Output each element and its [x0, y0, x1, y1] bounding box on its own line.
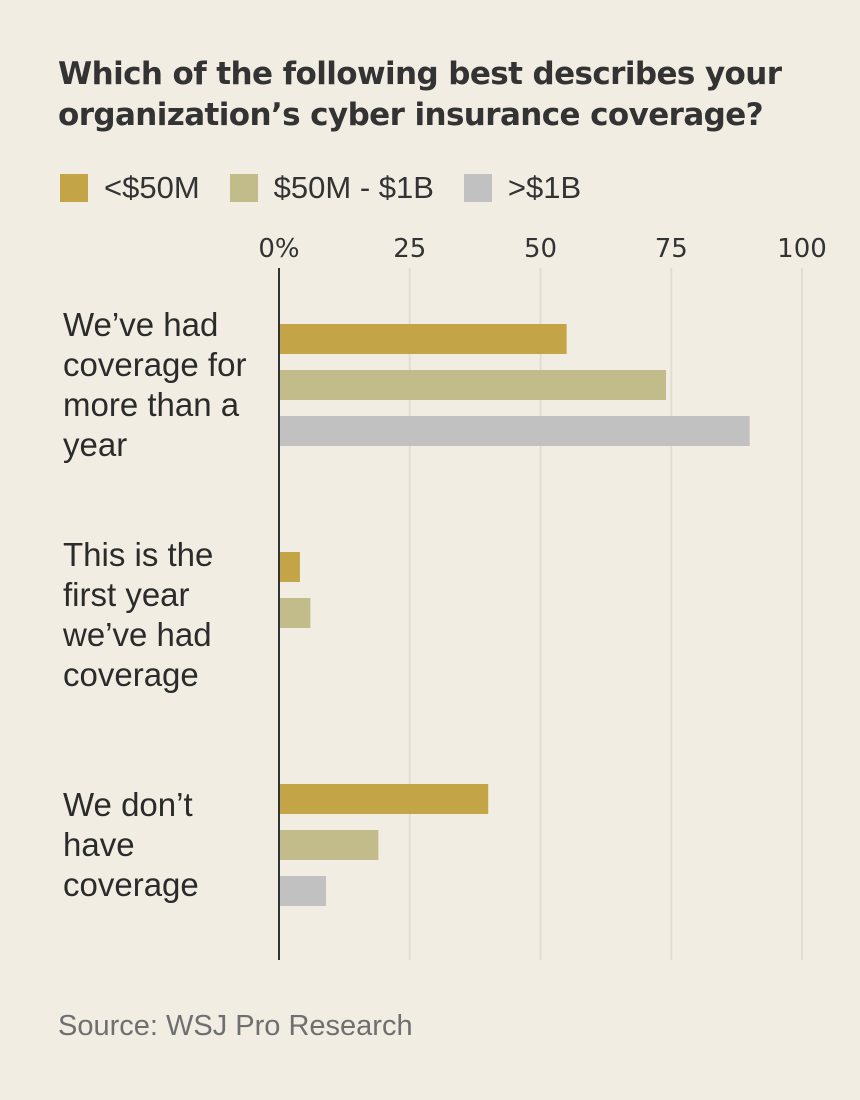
legend-swatch-50m-1b	[229, 174, 258, 202]
bar-3-1b	[279, 876, 327, 906]
category-label-3: We don’t have coverage	[63, 786, 199, 903]
category-label-line: year	[63, 426, 127, 463]
legend-swatch-over-1b	[463, 174, 492, 202]
x-tick-label-50: 50	[524, 234, 557, 264]
bar-chart: 0% 25 50 75 100 We’ve had coverage for more tha…	[62, 234, 827, 960]
legend-label-under-50m: <$50M	[104, 170, 200, 205]
category-label-line: We don’t	[63, 786, 193, 823]
bar-1-50m-1b	[279, 370, 667, 400]
bar-1-50m	[279, 324, 567, 354]
legend-label-over-1b: >$1B	[507, 170, 582, 205]
legend-item-50m-1b: $50M - $1B	[229, 170, 434, 206]
bar-1-1b	[279, 416, 750, 446]
category-label-1: We’ve had coverage for more than a year	[63, 306, 246, 463]
category-label-2: This is the first year we’ve had coverage	[62, 536, 213, 693]
legend: <$50M $50M - $1B >$1B	[60, 168, 611, 208]
x-tick-label-25: 25	[393, 234, 426, 264]
category-label-line: have	[63, 826, 135, 863]
x-tick-label-75: 75	[655, 234, 688, 264]
source-note: Source: WSJ Pro Research	[58, 1010, 413, 1042]
legend-item-over-1b: >$1B	[463, 170, 582, 206]
legend-label-50m-1b: $50M - $1B	[273, 170, 434, 205]
category-label-line: coverage	[63, 866, 199, 903]
x-tick-label-0: 0%	[258, 234, 299, 264]
x-tick-label-100: 100	[777, 234, 827, 264]
category-label-line: first year	[63, 576, 190, 613]
bar-3-50m	[279, 784, 489, 814]
category-label-line: coverage	[63, 656, 199, 693]
category-label-line: we’ve had	[62, 616, 212, 653]
legend-item-under-50m: <$50M	[60, 170, 200, 206]
chart-title: Which of the following best describes yo…	[58, 56, 782, 133]
category-label-line: coverage for	[63, 346, 246, 383]
bar-2-50m-1b	[279, 598, 311, 628]
bar-3-50m-1b	[279, 830, 379, 860]
category-label-line: This is the	[63, 536, 213, 573]
category-label-line: We’ve had	[63, 306, 218, 343]
category-label-line: more than a	[63, 386, 240, 423]
legend-swatch-under-50m	[60, 174, 88, 202]
bar-2-50m	[279, 552, 300, 582]
